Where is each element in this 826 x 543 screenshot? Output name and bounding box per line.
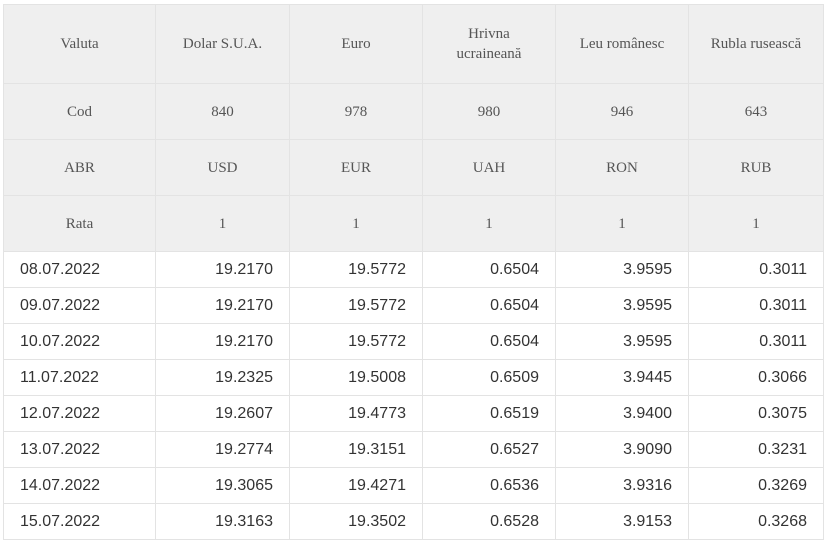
- rata-label: Rata: [3, 195, 156, 252]
- currency-code-usd: 840: [155, 83, 290, 140]
- ron-cell: 3.9316: [555, 467, 689, 504]
- rub-cell: 0.3075: [688, 395, 824, 432]
- currency-abr-usd: USD: [155, 139, 290, 196]
- ron-cell: 3.9595: [555, 251, 689, 288]
- currency-rate-usd: 1: [155, 195, 290, 252]
- eur-cell: 19.5008: [289, 359, 423, 396]
- eur-cell: 19.3502: [289, 503, 423, 540]
- date-cell: 10.07.2022: [3, 323, 156, 360]
- rub-cell: 0.3066: [688, 359, 824, 396]
- currency-name-rub: Rubla rusească: [688, 4, 824, 84]
- ron-cell: 3.9090: [555, 431, 689, 468]
- ron-cell: 3.9445: [555, 359, 689, 396]
- uah-cell: 0.6519: [422, 395, 556, 432]
- usd-cell: 19.3065: [155, 467, 290, 504]
- currency-name-usd: Dolar S.U.A.: [155, 4, 290, 84]
- rub-cell: 0.3231: [688, 431, 824, 468]
- uah-cell: 0.6504: [422, 251, 556, 288]
- table-row: 13.07.2022 19.2774 19.3151 0.6527 3.9090…: [3, 431, 824, 468]
- eur-cell: 19.5772: [289, 287, 423, 324]
- currency-rate-eur: 1: [289, 195, 423, 252]
- date-cell: 12.07.2022: [3, 395, 156, 432]
- usd-cell: 19.2774: [155, 431, 290, 468]
- currency-code-rub: 643: [688, 83, 824, 140]
- table-row: 08.07.2022 19.2170 19.5772 0.6504 3.9595…: [3, 251, 824, 288]
- ron-cell: 3.9595: [555, 287, 689, 324]
- usd-cell: 19.2607: [155, 395, 290, 432]
- usd-cell: 19.2170: [155, 287, 290, 324]
- cod-label: Cod: [3, 83, 156, 140]
- eur-cell: 19.5772: [289, 251, 423, 288]
- usd-cell: 19.2170: [155, 251, 290, 288]
- currency-rate-ron: 1: [555, 195, 689, 252]
- table-row: 09.07.2022 19.2170 19.5772 0.6504 3.9595…: [3, 287, 824, 324]
- header-row-valuta: Valuta Dolar S.U.A. Euro Hrivna ucrainea…: [3, 4, 824, 84]
- eur-cell: 19.5772: [289, 323, 423, 360]
- date-cell: 15.07.2022: [3, 503, 156, 540]
- currency-abr-ron: RON: [555, 139, 689, 196]
- currency-code-ron: 946: [555, 83, 689, 140]
- currency-name-eur: Euro: [289, 4, 423, 84]
- currency-abr-uah: UAH: [422, 139, 556, 196]
- header-row-cod: Cod 840 978 980 946 643: [3, 83, 824, 140]
- abr-label: ABR: [3, 139, 156, 196]
- valuta-label: Valuta: [3, 4, 156, 84]
- ron-cell: 3.9595: [555, 323, 689, 360]
- ron-cell: 3.9400: [555, 395, 689, 432]
- eur-cell: 19.4773: [289, 395, 423, 432]
- eur-cell: 19.4271: [289, 467, 423, 504]
- date-cell: 09.07.2022: [3, 287, 156, 324]
- currency-abr-eur: EUR: [289, 139, 423, 196]
- rub-cell: 0.3011: [688, 287, 824, 324]
- eur-cell: 19.3151: [289, 431, 423, 468]
- currency-code-uah: 980: [422, 83, 556, 140]
- date-cell: 08.07.2022: [3, 251, 156, 288]
- currency-rate-uah: 1: [422, 195, 556, 252]
- header-row-rata: Rata 1 1 1 1 1: [3, 195, 824, 252]
- currency-name-ron: Leu românesc: [555, 4, 689, 84]
- rub-cell: 0.3269: [688, 467, 824, 504]
- usd-cell: 19.2325: [155, 359, 290, 396]
- ron-cell: 3.9153: [555, 503, 689, 540]
- uah-cell: 0.6504: [422, 287, 556, 324]
- rub-cell: 0.3011: [688, 251, 824, 288]
- date-cell: 13.07.2022: [3, 431, 156, 468]
- date-cell: 11.07.2022: [3, 359, 156, 396]
- currency-code-eur: 978: [289, 83, 423, 140]
- rub-cell: 0.3268: [688, 503, 824, 540]
- usd-cell: 19.2170: [155, 323, 290, 360]
- exchange-rates-table: Valuta Dolar S.U.A. Euro Hrivna ucrainea…: [3, 4, 824, 540]
- uah-cell: 0.6504: [422, 323, 556, 360]
- uah-cell: 0.6528: [422, 503, 556, 540]
- rub-cell: 0.3011: [688, 323, 824, 360]
- currency-name-uah: Hrivna ucraineană: [422, 4, 556, 84]
- table-row: 10.07.2022 19.2170 19.5772 0.6504 3.9595…: [3, 323, 824, 360]
- table-row: 14.07.2022 19.3065 19.4271 0.6536 3.9316…: [3, 467, 824, 504]
- uah-cell: 0.6509: [422, 359, 556, 396]
- table-row: 12.07.2022 19.2607 19.4773 0.6519 3.9400…: [3, 395, 824, 432]
- table-row: 11.07.2022 19.2325 19.5008 0.6509 3.9445…: [3, 359, 824, 396]
- date-cell: 14.07.2022: [3, 467, 156, 504]
- usd-cell: 19.3163: [155, 503, 290, 540]
- uah-cell: 0.6527: [422, 431, 556, 468]
- currency-abr-rub: RUB: [688, 139, 824, 196]
- uah-cell: 0.6536: [422, 467, 556, 504]
- currency-rate-rub: 1: [688, 195, 824, 252]
- table-row: 15.07.2022 19.3163 19.3502 0.6528 3.9153…: [3, 503, 824, 540]
- header-row-abr: ABR USD EUR UAH RON RUB: [3, 139, 824, 196]
